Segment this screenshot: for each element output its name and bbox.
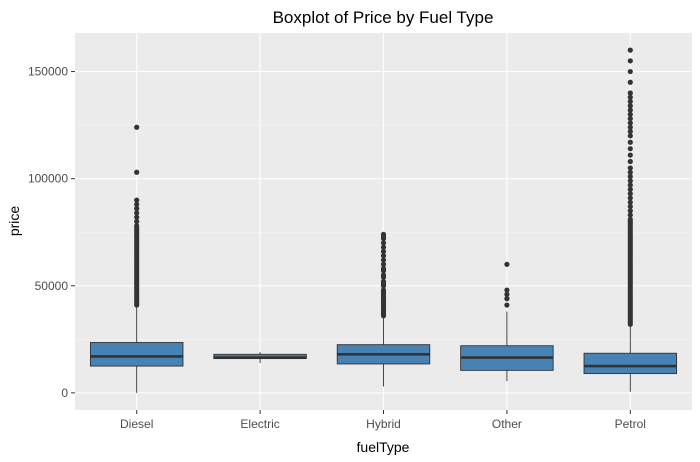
outlier-point (627, 146, 633, 152)
y-axis: 0 50000 100000 150000 (28, 65, 75, 400)
box-diesel (89, 124, 184, 393)
outlier-point (504, 291, 510, 297)
outlier-point (380, 244, 387, 250)
outlier-point (380, 253, 387, 259)
box-other (460, 261, 554, 382)
outlier-point (134, 214, 140, 220)
y-tick-label: 150000 (28, 65, 68, 79)
outlier-point (627, 158, 633, 165)
outlier-point (134, 197, 140, 203)
outlier-point (627, 186, 633, 192)
outlier-point (380, 278, 387, 285)
outlier-point (380, 240, 387, 246)
box-iqr (583, 352, 678, 375)
outlier-point (627, 133, 633, 139)
x-tick-label: Petrol (615, 417, 646, 431)
outlier-point (134, 223, 140, 229)
outlier-point (380, 231, 387, 237)
outlier-point (627, 116, 633, 122)
outlier-point (134, 210, 140, 216)
outlier-point (627, 107, 633, 113)
y-tick-label: 0 (61, 386, 68, 400)
outlier-point (627, 68, 633, 75)
boxes-layer (89, 47, 678, 393)
chart-title: Boxplot of Price by Fuel Type (273, 8, 494, 27)
box-iqr (89, 342, 184, 367)
outlier-point (627, 216, 633, 222)
outlier-point (627, 47, 633, 53)
outlier-point (380, 287, 387, 293)
outlier-point (627, 173, 633, 180)
outlier-point (504, 302, 510, 308)
outlier-point (627, 124, 633, 130)
outlier-point (504, 261, 510, 267)
outlier-point (380, 266, 387, 272)
outlier-point (134, 201, 140, 207)
outlier-point (627, 103, 633, 109)
x-tick-label: Other (492, 417, 522, 431)
outlier-point (380, 261, 387, 267)
y-axis-title: price (6, 206, 22, 237)
outlier-point (504, 296, 510, 302)
outlier-point (134, 218, 140, 225)
outlier-point (380, 248, 387, 255)
outlier-point (627, 79, 633, 85)
x-tick-label: Electric (240, 417, 279, 431)
outlier-point (627, 94, 633, 100)
y-tick-label: 50000 (35, 279, 69, 293)
x-axis: Diesel Electric Hybrid Other Petrol (120, 410, 646, 431)
outlier-point (627, 98, 633, 105)
outlier-point (504, 287, 510, 293)
outlier-point (627, 195, 633, 201)
box-electric (213, 352, 307, 363)
box-petrol (583, 47, 678, 392)
outlier-point (627, 212, 633, 218)
outlier-point (627, 199, 633, 205)
outlier-point (627, 165, 633, 171)
outlier-point (627, 111, 633, 117)
outlier-point (134, 124, 140, 130)
outlier-point (134, 206, 140, 212)
outlier-point (627, 208, 633, 214)
outlier-point (380, 257, 387, 263)
outlier-point (627, 128, 633, 135)
outlier-point (627, 182, 633, 188)
y-tick-label: 100000 (28, 172, 68, 186)
outlier-point (627, 178, 633, 184)
x-tick-label: Hybrid (366, 417, 401, 431)
outlier-point (627, 169, 633, 175)
outlier-point (627, 120, 633, 126)
outlier-point (627, 139, 633, 145)
outlier-point (627, 58, 633, 64)
outlier-point (380, 272, 387, 278)
x-axis-title: fuelType (357, 439, 410, 455)
outlier-point (134, 169, 140, 175)
x-tick-label: Diesel (120, 417, 153, 431)
box-hybrid (336, 231, 431, 387)
outlier-point (627, 152, 633, 158)
outlier-point (627, 203, 633, 210)
outlier-point (627, 90, 633, 96)
outlier-point (627, 191, 633, 197)
